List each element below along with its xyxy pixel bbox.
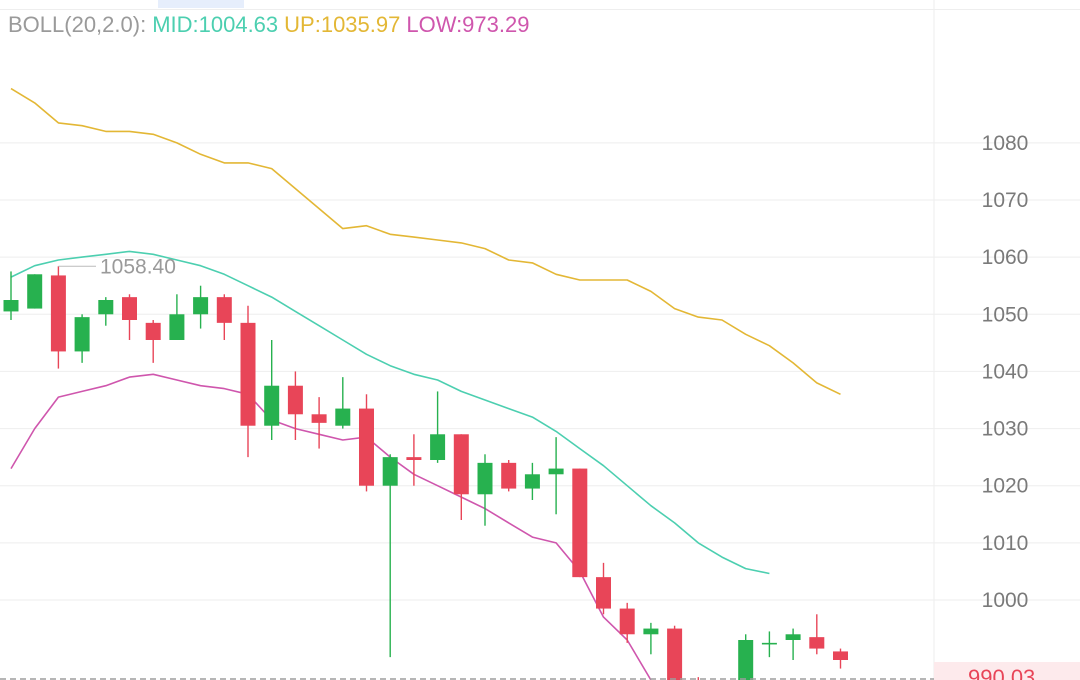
y-tick-label-1060: 1060 — [982, 246, 1029, 269]
y-tick-label-1010: 1010 — [982, 532, 1029, 555]
candle-body — [667, 628, 683, 680]
candle[interactable] — [264, 340, 280, 440]
candle[interactable] — [240, 305, 256, 458]
candle[interactable] — [524, 462, 540, 500]
candle[interactable] — [833, 648, 848, 669]
candle-body — [359, 408, 374, 486]
y-tick-label-1050: 1050 — [982, 303, 1029, 326]
candle[interactable] — [430, 391, 446, 463]
candle[interactable] — [98, 297, 114, 326]
y-tick-label-1020: 1020 — [982, 475, 1029, 498]
boll-legend: BOLL(20,2.0): MID:1004.63 UP:1035.97 LOW:97… — [8, 12, 535, 38]
candle-body — [596, 577, 611, 609]
candle-body — [216, 297, 232, 323]
boll-low-line — [10, 373, 652, 680]
candle[interactable] — [50, 266, 66, 369]
candle[interactable] — [3, 271, 19, 320]
boll-up-label: UP:1035.97 — [284, 12, 401, 37]
candle[interactable] — [643, 622, 659, 655]
candle-body — [738, 640, 754, 680]
y-tick-label-1040: 1040 — [982, 360, 1029, 383]
y-tick-label-1070: 1070 — [982, 189, 1029, 212]
candle-body — [98, 300, 114, 315]
y-tick-label-1030: 1030 — [982, 418, 1029, 441]
candle-body — [382, 457, 398, 486]
y-tick-label-1080: 1080 — [982, 132, 1029, 155]
candle-body — [50, 275, 66, 352]
boll-mid-label: MID:1004.63 — [152, 12, 279, 37]
candle-body — [240, 322, 256, 426]
candle-body — [501, 462, 517, 489]
candle[interactable] — [761, 631, 777, 658]
candle[interactable] — [193, 285, 209, 329]
candle-body — [524, 474, 540, 489]
candle[interactable] — [335, 377, 351, 429]
candle-body — [169, 314, 185, 340]
boll-name-label: BOLL(20,2.0): — [8, 12, 147, 37]
candle-body — [145, 322, 161, 340]
candle-body — [572, 468, 588, 578]
candle[interactable] — [501, 460, 517, 492]
candle[interactable] — [619, 602, 635, 643]
candle[interactable] — [74, 314, 90, 363]
candle-body — [311, 414, 327, 423]
candle-body — [27, 274, 43, 309]
candle[interactable] — [216, 294, 232, 340]
candle[interactable] — [596, 562, 611, 615]
current-price-tag: 990.03 — [934, 662, 1080, 680]
candle[interactable] — [27, 274, 43, 309]
candle-body — [643, 628, 659, 635]
candle-body — [406, 457, 422, 460]
price-axis: 1000 1010 1020 1030 1040 1050 1060 1070 1080 — [982, 132, 1029, 612]
candle-body — [833, 651, 848, 660]
candle[interactable] — [548, 437, 564, 515]
candle-body — [264, 385, 280, 426]
candle-body — [430, 434, 446, 460]
candle-body — [74, 317, 90, 352]
candle[interactable] — [572, 468, 588, 578]
annotations: 1058.40 — [0, 255, 934, 680]
y-tick-label-1000: 1000 — [982, 589, 1029, 612]
boll-low-label: LOW:973.29 — [406, 12, 530, 37]
max-price-label: 1058.40 — [100, 255, 176, 278]
candle-body — [477, 462, 493, 495]
candle[interactable] — [145, 320, 161, 363]
candle[interactable] — [122, 294, 137, 340]
candle-body — [193, 297, 209, 315]
candle[interactable] — [785, 628, 801, 660]
candle-body — [548, 468, 564, 475]
candle-body — [761, 642, 777, 645]
candle[interactable] — [477, 454, 493, 526]
candle[interactable] — [382, 454, 398, 658]
candle[interactable] — [453, 434, 469, 520]
candle[interactable] — [359, 394, 374, 492]
candle[interactable] — [169, 294, 185, 340]
candle-body — [335, 408, 351, 426]
candle[interactable] — [287, 371, 303, 440]
top-tab-indicator[interactable] — [158, 0, 244, 8]
candle[interactable] — [738, 634, 754, 680]
candle[interactable] — [311, 397, 327, 449]
boll-up-line — [10, 87, 841, 396]
candle-body — [453, 434, 469, 495]
candle-body — [619, 608, 635, 635]
candle-body — [122, 297, 137, 320]
candle[interactable] — [406, 434, 422, 486]
candle-body — [3, 300, 19, 312]
candle[interactable] — [667, 625, 683, 680]
bollinger-bands — [10, 87, 841, 680]
candle-body — [809, 637, 825, 649]
candle-body — [785, 634, 801, 640]
candle[interactable] — [809, 614, 825, 655]
candle-body — [287, 385, 303, 415]
candles[interactable] — [3, 266, 849, 680]
current-price-label: 990.03 — [968, 665, 1036, 680]
boll-mid-line — [10, 250, 770, 575]
